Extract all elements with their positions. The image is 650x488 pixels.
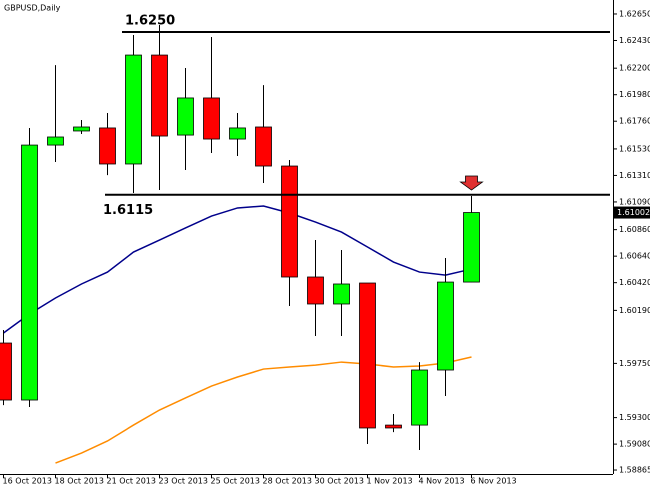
candle-body (255, 126, 272, 167)
y-tick-label: 1.62430 (619, 36, 650, 45)
y-tick-label: 1.61530 (619, 144, 650, 153)
x-tick-label: 21 Oct 2013 (107, 477, 156, 486)
y-tick-label: 1.61090 (619, 197, 650, 206)
level-label: 1.6115 (103, 203, 153, 218)
y-tick-label: 1.59750 (619, 359, 650, 368)
y-tick-label: 1.60190 (619, 306, 650, 315)
chart-title: GBPUSD,Daily (4, 4, 61, 13)
moving-average (3, 205, 472, 334)
x-tick-label: 4 Nov 2013 (419, 477, 465, 486)
candle-body (411, 369, 428, 426)
x-tick-label: 6 Nov 2013 (471, 477, 517, 486)
candle-body (99, 127, 116, 165)
candle-body (125, 54, 142, 165)
last-price-label: 1.61002 (617, 208, 650, 217)
y-tick-label: 1.60860 (619, 225, 650, 234)
x-tick-label: 16 Oct 2013 (3, 477, 52, 486)
candle-body (0, 342, 12, 401)
candle-body (359, 282, 376, 429)
y-tick-label: 1.59080 (619, 440, 650, 449)
candle-body (229, 127, 246, 140)
y-tick-label: 1.61310 (619, 171, 650, 180)
y-tick-label: 1.60640 (619, 252, 650, 261)
y-tick-label: 1.59300 (619, 413, 650, 422)
x-tick-label: 23 Oct 2013 (159, 477, 208, 486)
y-tick-label: 1.61980 (619, 90, 650, 99)
candle-body (281, 165, 298, 278)
y-tick-label: 1.60420 (619, 278, 650, 287)
moving-average (55, 356, 472, 464)
candle-body (21, 144, 38, 401)
candle-body (463, 212, 480, 283)
candle-body (437, 281, 454, 371)
y-tick-label: 1.62200 (619, 64, 650, 73)
x-tick-label: 28 Oct 2013 (263, 477, 312, 486)
x-tick-label: 30 Oct 2013 (315, 477, 364, 486)
y-tick-label: 1.61760 (619, 117, 650, 126)
x-tick-label: 25 Oct 2013 (211, 477, 260, 486)
candle-body (203, 97, 220, 140)
y-tick-label: 1.58865 (619, 466, 650, 475)
candle-body (333, 283, 350, 305)
x-tick-label: 18 Oct 2013 (55, 477, 104, 486)
candle-body (385, 424, 402, 429)
candle-body (177, 97, 194, 136)
y-tick-label: 1.62650 (619, 9, 650, 18)
candle-body (151, 54, 168, 137)
level-label: 1.6250 (125, 14, 175, 29)
candle-body (73, 126, 90, 132)
last-price-box (613, 206, 650, 219)
signal-arrow (459, 175, 484, 191)
candle-body (307, 276, 324, 305)
candle-body (47, 136, 64, 146)
x-tick-label: 1 Nov 2013 (367, 477, 413, 486)
